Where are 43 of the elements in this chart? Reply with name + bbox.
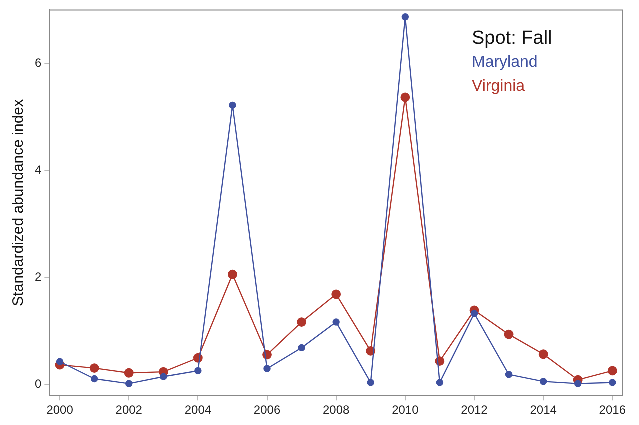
point [436,379,444,386]
point [126,380,133,388]
point [504,330,514,340]
text: Maryland [472,54,539,72]
point [332,290,342,300]
x-tick-label: 2012 [461,403,488,418]
legend-title: Spot: Fall [472,28,552,50]
point [124,368,134,378]
x-tick-label: 2004 [184,403,212,418]
point [264,365,271,372]
point [400,92,410,102]
point [297,318,306,327]
point [470,310,478,318]
x-tick-label: 2000 [46,403,74,418]
y-axis-title: Standardized abundance index [10,98,28,306]
point [332,318,340,326]
y-tick-label: 0 [34,377,42,392]
point [194,367,202,375]
point [538,350,548,360]
point [609,379,616,386]
point [505,371,513,378]
x-tick-label: 2010 [392,403,420,418]
point [56,358,64,366]
y-tick-label: 6 [34,56,42,70]
point [228,270,238,280]
x-tick-label: 2006 [254,403,281,418]
y-tick-label: 4 [34,163,42,178]
point [90,375,98,383]
point [90,364,100,373]
point [540,378,548,386]
point [402,14,410,21]
x-tick-label: 2008 [322,403,350,418]
point [574,380,582,388]
y-tick-label: 2 [34,270,42,284]
x-tick-label: 2002 [116,403,143,418]
point [160,373,168,380]
point [298,344,306,352]
point [608,366,618,376]
point [367,379,374,386]
point [229,102,236,110]
text: Virginia [472,78,526,96]
x-tick-label: 2016 [599,403,626,418]
x-tick-label: 2014 [530,403,558,418]
